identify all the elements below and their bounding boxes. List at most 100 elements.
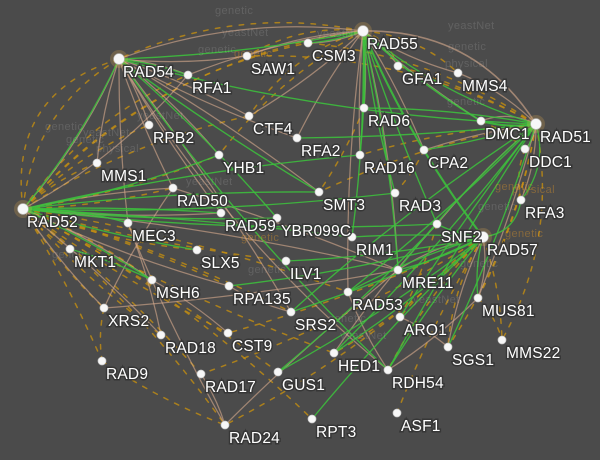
node-mkt1[interactable]: [65, 244, 75, 254]
node-saw1[interactable]: [242, 51, 252, 61]
node-label-gus1: GUS1: [282, 377, 325, 394]
node-dmc1[interactable]: [476, 116, 486, 126]
node-gfa1[interactable]: [393, 61, 403, 71]
node-rdh54[interactable]: [383, 365, 393, 375]
node-label-rpa135: RPA135: [233, 291, 291, 308]
node-rad59[interactable]: [216, 208, 226, 218]
node-rpa135[interactable]: [224, 281, 234, 291]
edge-physical-RAD51-RFA3: [520, 123, 537, 201]
node-rad52[interactable]: [17, 203, 29, 215]
node-rad6[interactable]: [359, 103, 369, 113]
node-smt3[interactable]: [314, 187, 324, 197]
node-sgs1[interactable]: [443, 342, 453, 352]
network-watermark: yeastNet: [222, 27, 269, 39]
node-rfa2[interactable]: [292, 133, 302, 143]
edge-physical-RAD54-SRS2: [118, 58, 292, 313]
edge-genetic-RAD51-RFA2: [296, 123, 537, 139]
network-watermark: genetic: [198, 44, 236, 56]
node-mms22[interactable]: [497, 335, 507, 345]
node-asf1[interactable]: [392, 408, 402, 418]
edge-predicted-RAD52-HED1: [22, 208, 335, 354]
node-rad53[interactable]: [343, 287, 353, 297]
edge-predicted-RAD51-SAW1: [246, 54, 537, 125]
node-csm3[interactable]: [303, 38, 313, 48]
node-slx5[interactable]: [192, 245, 202, 255]
network-watermark: yeastNet: [448, 20, 495, 32]
node-label-ctf4: CTF4: [253, 121, 293, 138]
edge-predicted-RAD57-RAD24: [224, 236, 484, 426]
node-rad54[interactable]: [113, 53, 125, 65]
edge-predicted-RAD52-ILV1: [22, 208, 287, 262]
node-hed1[interactable]: [329, 348, 339, 358]
node-mec3[interactable]: [123, 218, 133, 228]
node-snf2[interactable]: [432, 219, 442, 229]
node-ybr099c[interactable]: [272, 213, 282, 223]
node-rfa3[interactable]: [516, 195, 526, 205]
network-watermark: genetic: [66, 134, 104, 146]
edge-genetic-RAD55-MRE11: [362, 30, 399, 271]
edge-physical-RAD55-MMS4: [362, 30, 459, 74]
node-label-smt3: SMT3: [323, 197, 365, 214]
node-rad9[interactable]: [97, 356, 107, 366]
node-rpt3[interactable]: [307, 414, 317, 424]
node-msh6[interactable]: [147, 275, 157, 285]
edge-genetic-RAD51-HED1: [333, 123, 537, 354]
node-rad18[interactable]: [156, 330, 166, 340]
edge-physical-RAD52-RAD18: [22, 208, 162, 336]
node-rad51[interactable]: [530, 118, 542, 130]
node-label-rad9: RAD9: [106, 366, 148, 383]
edge-genetic-RAD57-RPA135: [228, 236, 484, 287]
node-rad55[interactable]: [357, 25, 369, 37]
node-rad50[interactable]: [168, 183, 178, 193]
node-rad16[interactable]: [355, 150, 365, 160]
node-rad57[interactable]: [477, 231, 489, 243]
node-gus1[interactable]: [273, 367, 283, 377]
edge-genetic-RAD57-GUS1: [277, 236, 484, 373]
node-ilv1[interactable]: [281, 256, 291, 266]
node-rad17[interactable]: [196, 369, 206, 379]
edge-physical-RAD54-RAD55: [118, 26, 364, 60]
node-label-mec3: MEC3: [132, 228, 176, 245]
node-label-asf1: ASF1: [401, 418, 441, 435]
node-rfa1[interactable]: [183, 70, 193, 80]
edge-physical-RAD54-SMT3: [118, 58, 320, 193]
edge-genetic-RAD54-RFA1: [118, 58, 189, 76]
node-label-rad17: RAD17: [205, 379, 256, 396]
edge-genetic-RAD51-RFA3: [520, 123, 541, 201]
node-ctf4[interactable]: [244, 111, 254, 121]
node-mms1[interactable]: [92, 158, 102, 168]
network-watermark: genetic: [215, 5, 253, 17]
node-cpa2[interactable]: [419, 145, 429, 155]
node-ddc1[interactable]: [520, 144, 530, 154]
edge-predicted-RAD55-RAD54: [118, 21, 364, 60]
edge-predicted-RAD51-SGS1: [447, 123, 537, 348]
node-aro1[interactable]: [395, 312, 405, 322]
node-rad24[interactable]: [220, 420, 230, 430]
node-yhb1[interactable]: [214, 150, 224, 160]
edge-genetic-RAD52-SMT3: [22, 191, 320, 210]
node-srs2[interactable]: [286, 307, 296, 317]
edge-genetic-RAD57-RDH54: [387, 236, 484, 371]
node-rad3[interactable]: [390, 188, 400, 198]
node-cst9[interactable]: [223, 328, 233, 338]
edge-genetic-RAD52-RIM1: [22, 208, 353, 238]
node-mms4[interactable]: [453, 68, 463, 78]
node-xrs2[interactable]: [99, 303, 109, 313]
node-rpb2[interactable]: [144, 120, 154, 130]
node-mus81[interactable]: [473, 293, 483, 303]
node-label-xrs2: XRS2: [108, 313, 149, 330]
node-label-rad50: RAD50: [177, 193, 228, 210]
edge-predicted-RAD51-CSM3: [307, 42, 537, 125]
edge-physical-RAD54-MMS1: [96, 58, 120, 164]
network-watermark: genetic: [241, 232, 279, 244]
edge-physical-RAD55-RFA2: [296, 30, 364, 139]
edge-predicted-RAD51-MMS22: [501, 123, 544, 341]
node-rim1[interactable]: [347, 232, 357, 242]
node-label-cpa2: CPA2: [428, 155, 468, 172]
edge-physical-RPA135-SRS2: [228, 285, 292, 313]
network-watermark: physical: [512, 184, 555, 196]
node-label-rad6: RAD6: [368, 113, 410, 130]
edge-genetic-RAD54-SMT3: [118, 58, 320, 193]
edge-genetic-RAD57-ILV1: [285, 236, 484, 262]
node-mre11[interactable]: [393, 265, 403, 275]
